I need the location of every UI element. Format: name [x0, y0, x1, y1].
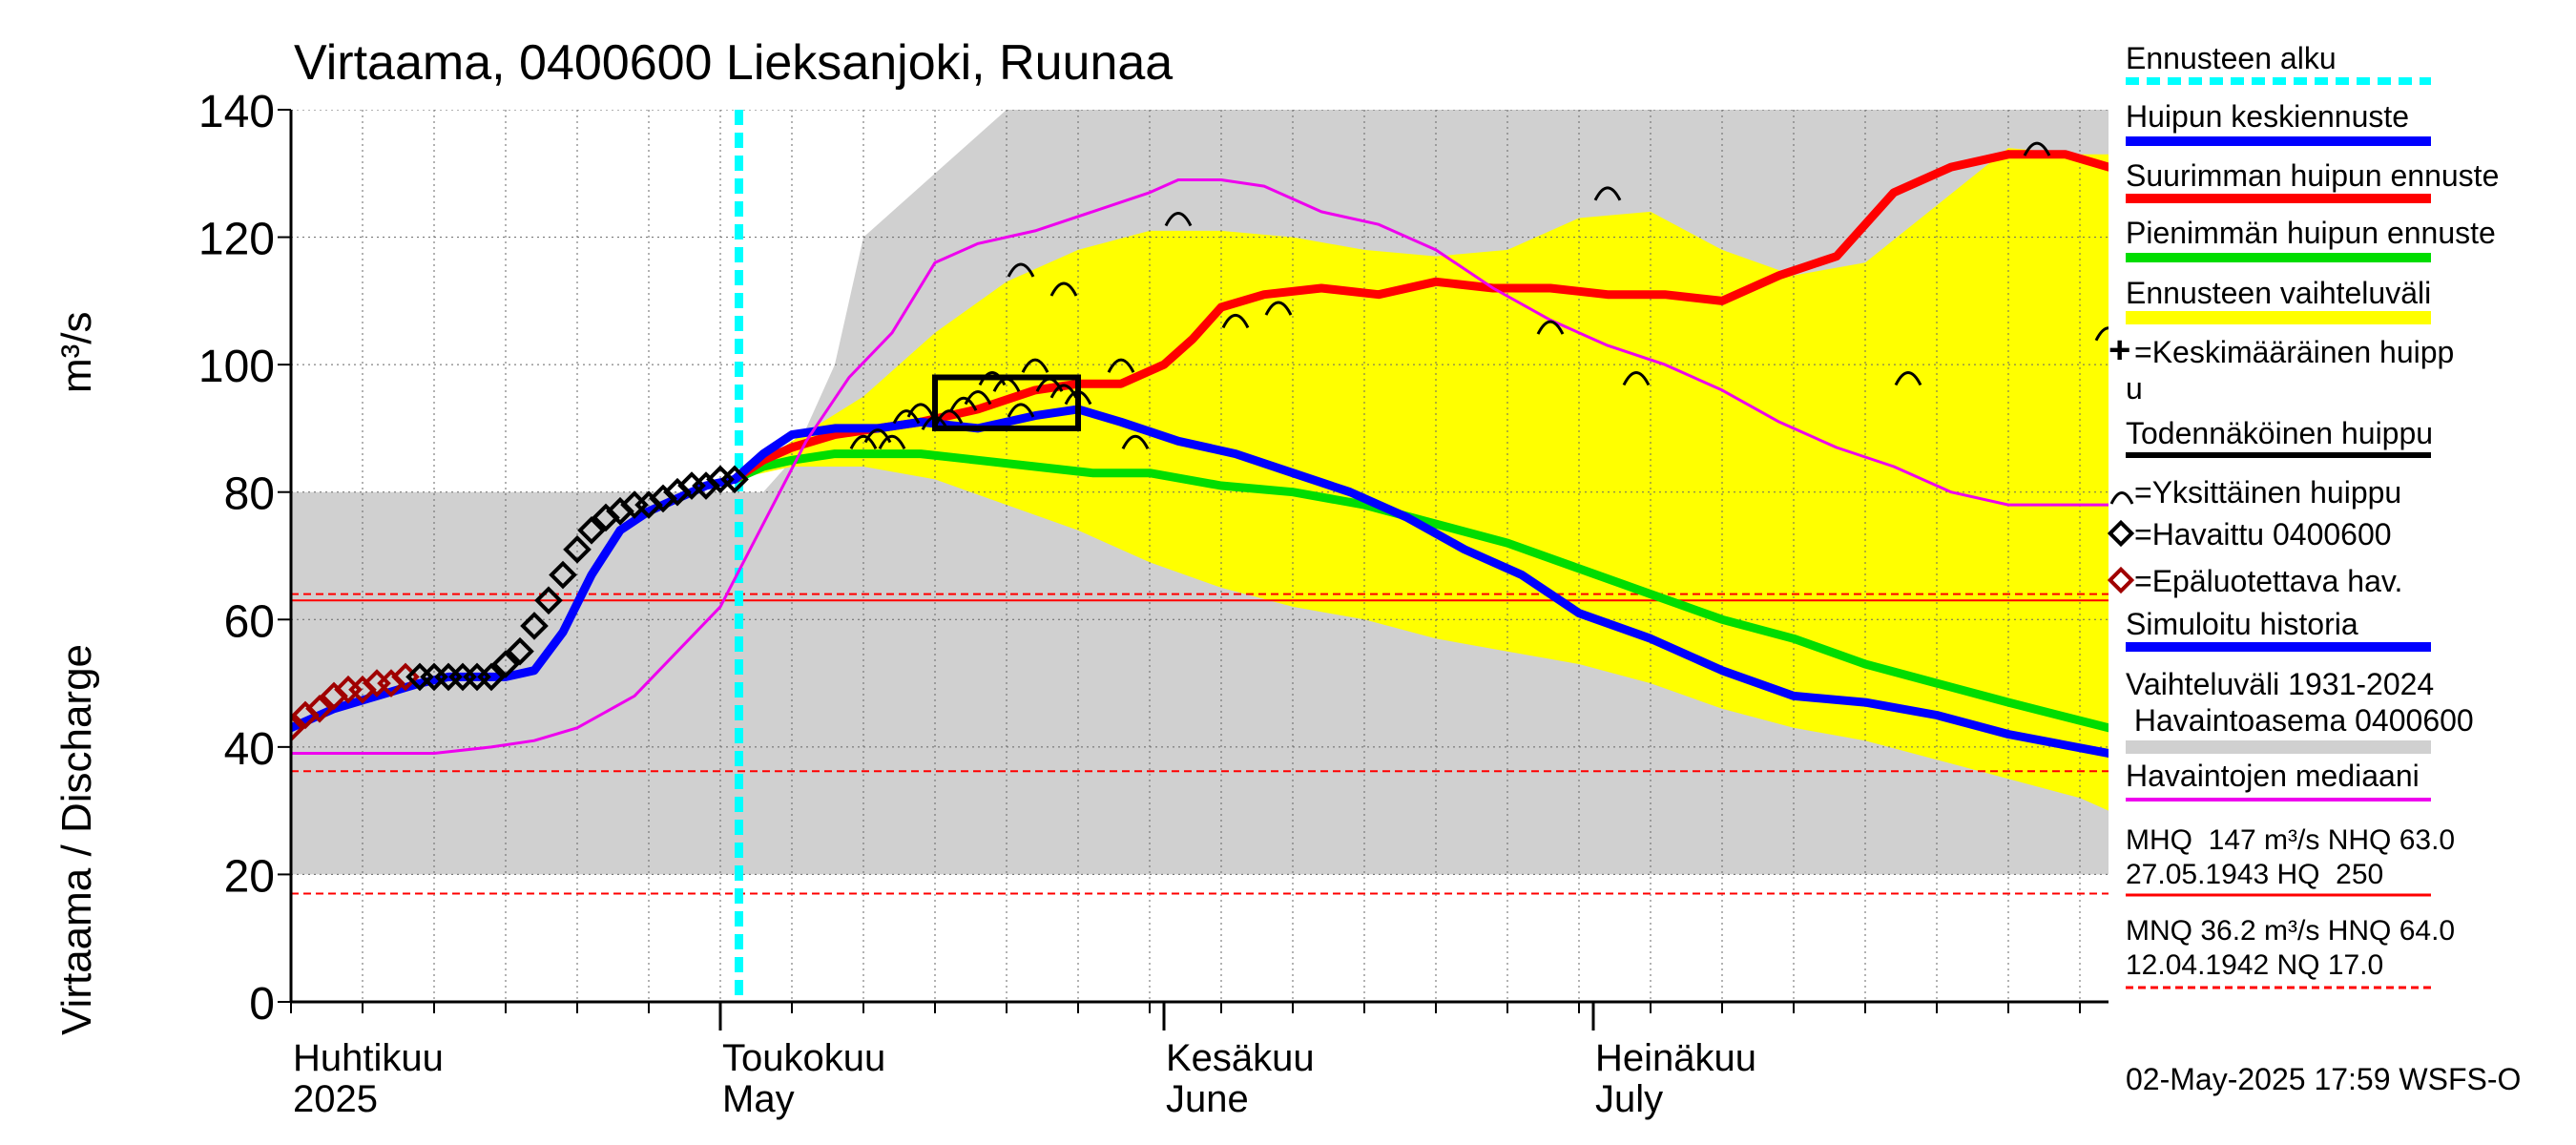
timestamp: 02-May-2025 17:59 WSFS-O	[2126, 1062, 2521, 1096]
diamond-unreliable-icon	[2107, 566, 2135, 594]
month-label: Heinäkuu	[1595, 1037, 1756, 1079]
y-tick-label: 20	[224, 851, 275, 902]
peak-arc-marker	[878, 434, 906, 449]
peak-arc-marker	[1622, 371, 1651, 386]
peak-arc-marker	[1021, 358, 1049, 373]
month-label: Huhtikuu	[293, 1037, 444, 1079]
x-ticks	[290, 1002, 2081, 1030]
peak-arc-marker	[2094, 326, 2109, 342]
month-label: Toukokuu	[722, 1037, 885, 1079]
peak-arc-marker	[1593, 186, 1622, 201]
chart-title: Virtaama, 0400600 Lieksanjoki, Ruunaa	[294, 35, 1173, 91]
series-line	[730, 449, 2109, 733]
observed-marker	[491, 650, 520, 678]
peak-arc-marker	[1121, 434, 1150, 449]
peak-arc-marker	[892, 409, 921, 425]
legend-avg-peak-wrap: u	[2126, 371, 2143, 406]
series-line	[291, 178, 2109, 755]
legend-range: Vaihteluväli 1931-2024	[2126, 667, 2434, 701]
probable-peak-box	[932, 374, 1081, 431]
diamond-icon	[2107, 519, 2135, 548]
peak-arc-marker	[1536, 320, 1565, 335]
month-label-sub: July	[1595, 1078, 1663, 1120]
peak-arc-marker	[2023, 141, 2051, 156]
legend-max-peak: Suurimman huipun ennuste	[2126, 158, 2499, 193]
legend-probable-peak: Todennäköinen huippu	[2126, 416, 2433, 450]
legend-simulated: Simuloitu historia	[2126, 607, 2358, 641]
peak-arc-icon	[2109, 491, 2134, 505]
peak-arc-marker	[1894, 371, 1922, 386]
observed-marker	[720, 465, 749, 494]
peak-arc-marker	[949, 396, 978, 411]
legend-band: Ennusteen vaihteluväli	[2126, 276, 2431, 310]
peak-arc-marker	[1264, 301, 1293, 316]
peak-arc-marker	[1007, 403, 1035, 418]
y-tick-label: 140	[198, 87, 275, 137]
observed-marker	[563, 534, 592, 564]
month-label-sub: May	[722, 1078, 795, 1120]
y-tick-label: 60	[224, 596, 275, 647]
peak-arc-marker	[935, 409, 964, 425]
observed-marker	[577, 515, 606, 545]
legend-single-peak: =Yksittäinen huippu	[2134, 475, 2401, 510]
observed-marker	[549, 560, 577, 590]
observed-marker	[506, 636, 534, 666]
y-tick-label: 40	[224, 724, 275, 775]
peak-arc-marker	[1221, 313, 1250, 329]
legend-band-swatch	[2126, 311, 2431, 324]
legend-mean-peak: Huipun keskiennuste	[2126, 99, 2409, 134]
single-peak-markers	[849, 141, 2109, 449]
legend-stats-high-date: 27.05.1943 HQ 250	[2126, 859, 2383, 890]
y-axis-unit: m³/s	[53, 311, 100, 393]
observed-marker	[477, 662, 506, 692]
legend-stats-low-date: 12.04.1942 NQ 17.0	[2126, 949, 2383, 981]
legend-range-swatch	[2126, 740, 2431, 754]
unreliable-marker	[291, 713, 305, 742]
legend-observed: =Havaittu 0400600	[2134, 517, 2392, 552]
reference-lines	[291, 593, 2109, 895]
observed-marker	[534, 586, 563, 615]
y-tick-label: 120	[198, 215, 275, 265]
legend-stats-low: MNQ 36.2 m³/s HNQ 64.0	[2126, 915, 2455, 947]
peak-arc-marker	[1007, 262, 1035, 278]
legend-forecast-start: Ennusteen alku	[2126, 41, 2337, 75]
peak-arc-marker	[964, 390, 992, 406]
y-tick-label: 80	[224, 469, 275, 520]
series-line	[730, 405, 2109, 758]
legend-median: Havaintojen mediaani	[2126, 759, 2420, 793]
peak-arc-marker	[1049, 281, 1078, 297]
y-tick-label: 100	[198, 342, 275, 392]
legend-stats-high: MHQ 147 m³/s NHQ 63.0	[2126, 824, 2455, 856]
y-axis-label: Virtaama / Discharge	[53, 644, 100, 1035]
legend-avg-peak: =Keskimääräinen huipp	[2134, 335, 2454, 369]
unreliable-marker	[305, 694, 334, 723]
peak-arc-marker	[1164, 212, 1193, 227]
legend: Ennusteen alku Huipun keskiennuste Suuri…	[2107, 41, 2499, 989]
observed-markers	[291, 465, 749, 742]
month-label-sub: June	[1166, 1078, 1249, 1120]
legend-unreliable: =Epäluotettava hav.	[2134, 564, 2402, 598]
month-label: Kesäkuu	[1166, 1037, 1315, 1079]
peak-arc-marker	[906, 403, 935, 418]
peak-arc-marker	[1107, 358, 1135, 373]
legend-min-peak: Pienimmän huipun ennuste	[2126, 216, 2496, 250]
peak-arc-marker	[849, 434, 878, 449]
plus-icon: +	[2109, 329, 2130, 371]
y-tick-label: 0	[249, 979, 275, 1030]
observed-marker	[520, 612, 549, 640]
forecast-range-band	[735, 148, 2109, 811]
legend-range-station: Havaintoasema 0400600	[2126, 703, 2474, 738]
y-tick-labels: 0 20 40 60 80 100 120 140	[198, 87, 291, 1030]
month-label-sub: 2025	[293, 1078, 378, 1120]
